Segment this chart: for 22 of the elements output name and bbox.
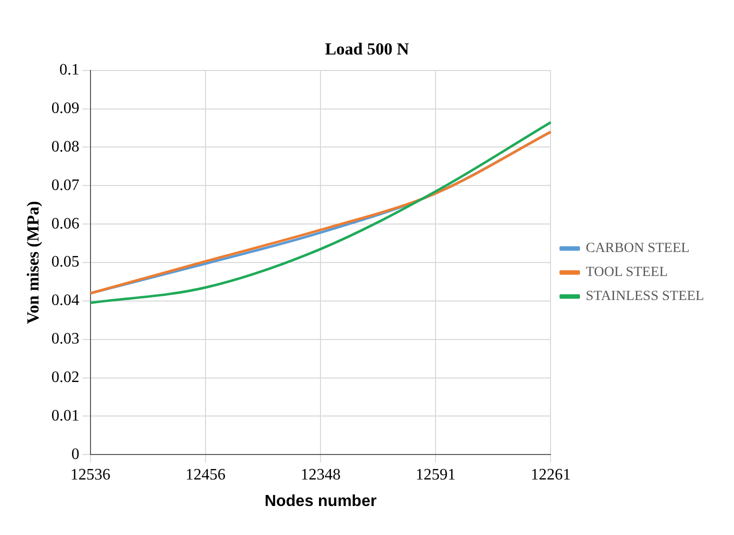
y-tick-label: 0.02 bbox=[51, 368, 80, 386]
y-tick-label: 0.01 bbox=[51, 407, 80, 424]
chart-title: Load 500 N bbox=[324, 40, 410, 59]
y-tick-label: 0.06 bbox=[51, 215, 80, 232]
y-tick-label: 0.04 bbox=[51, 292, 80, 310]
y-tick-label: 0.09 bbox=[51, 100, 80, 118]
y-tick-label: 0.03 bbox=[51, 330, 80, 348]
legend-label: TOOL STEEL bbox=[586, 265, 668, 280]
y-tick-label: 0 bbox=[71, 446, 80, 463]
y-tick-label: 0.08 bbox=[51, 138, 80, 156]
x-tick-label: 12348 bbox=[300, 466, 341, 484]
x-tick-label: 12536 bbox=[70, 466, 110, 484]
x-tick-label: 12591 bbox=[416, 466, 456, 484]
x-tick-label: 12456 bbox=[185, 466, 226, 484]
y-tick-label: 0.1 bbox=[59, 62, 80, 79]
x-axis-title: Nodes number bbox=[264, 492, 377, 510]
y-tick-label: 0.07 bbox=[51, 176, 80, 194]
y-tick-label: 0.05 bbox=[51, 254, 80, 271]
y-axis-title: Von mises (MPa) bbox=[24, 200, 43, 324]
legend-label: CARBON STEEL bbox=[586, 241, 690, 256]
legend-label: STAINLESS STEEL bbox=[586, 289, 704, 304]
x-tick-label: 12261 bbox=[530, 466, 571, 484]
